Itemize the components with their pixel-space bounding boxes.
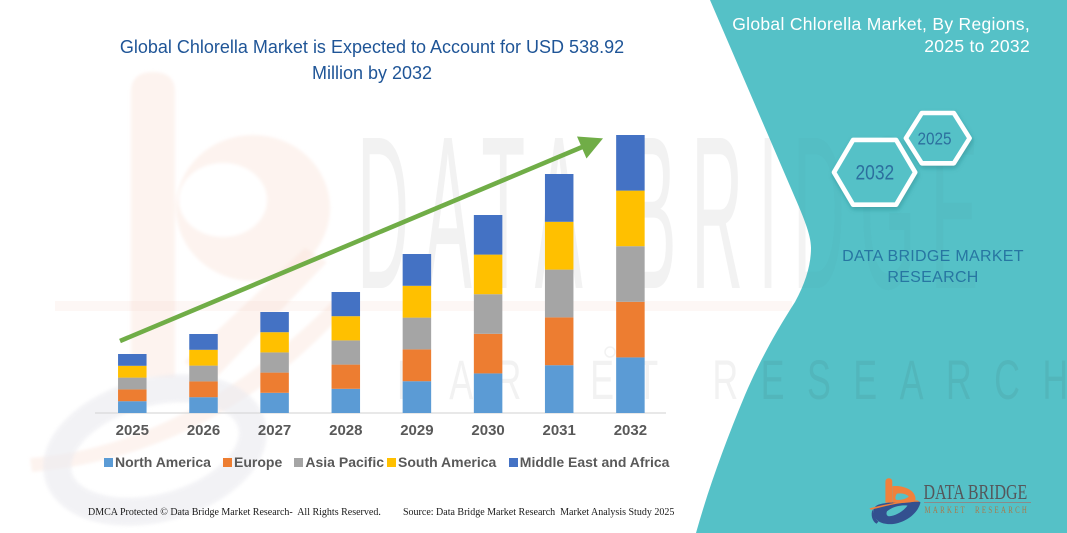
svg-text:MARKET RESEARCH: MARKET RESEARCH — [925, 505, 1030, 515]
svg-text:2032: 2032 — [856, 161, 895, 185]
svg-text:MARKET RESEARCH: MARKET RESEARCH — [397, 348, 1067, 411]
svg-text:DATA BRIDGE: DATA BRIDGE — [357, 92, 993, 335]
svg-text:DATA BRIDGE: DATA BRIDGE — [924, 481, 1028, 505]
svg-text:2025: 2025 — [918, 128, 952, 148]
